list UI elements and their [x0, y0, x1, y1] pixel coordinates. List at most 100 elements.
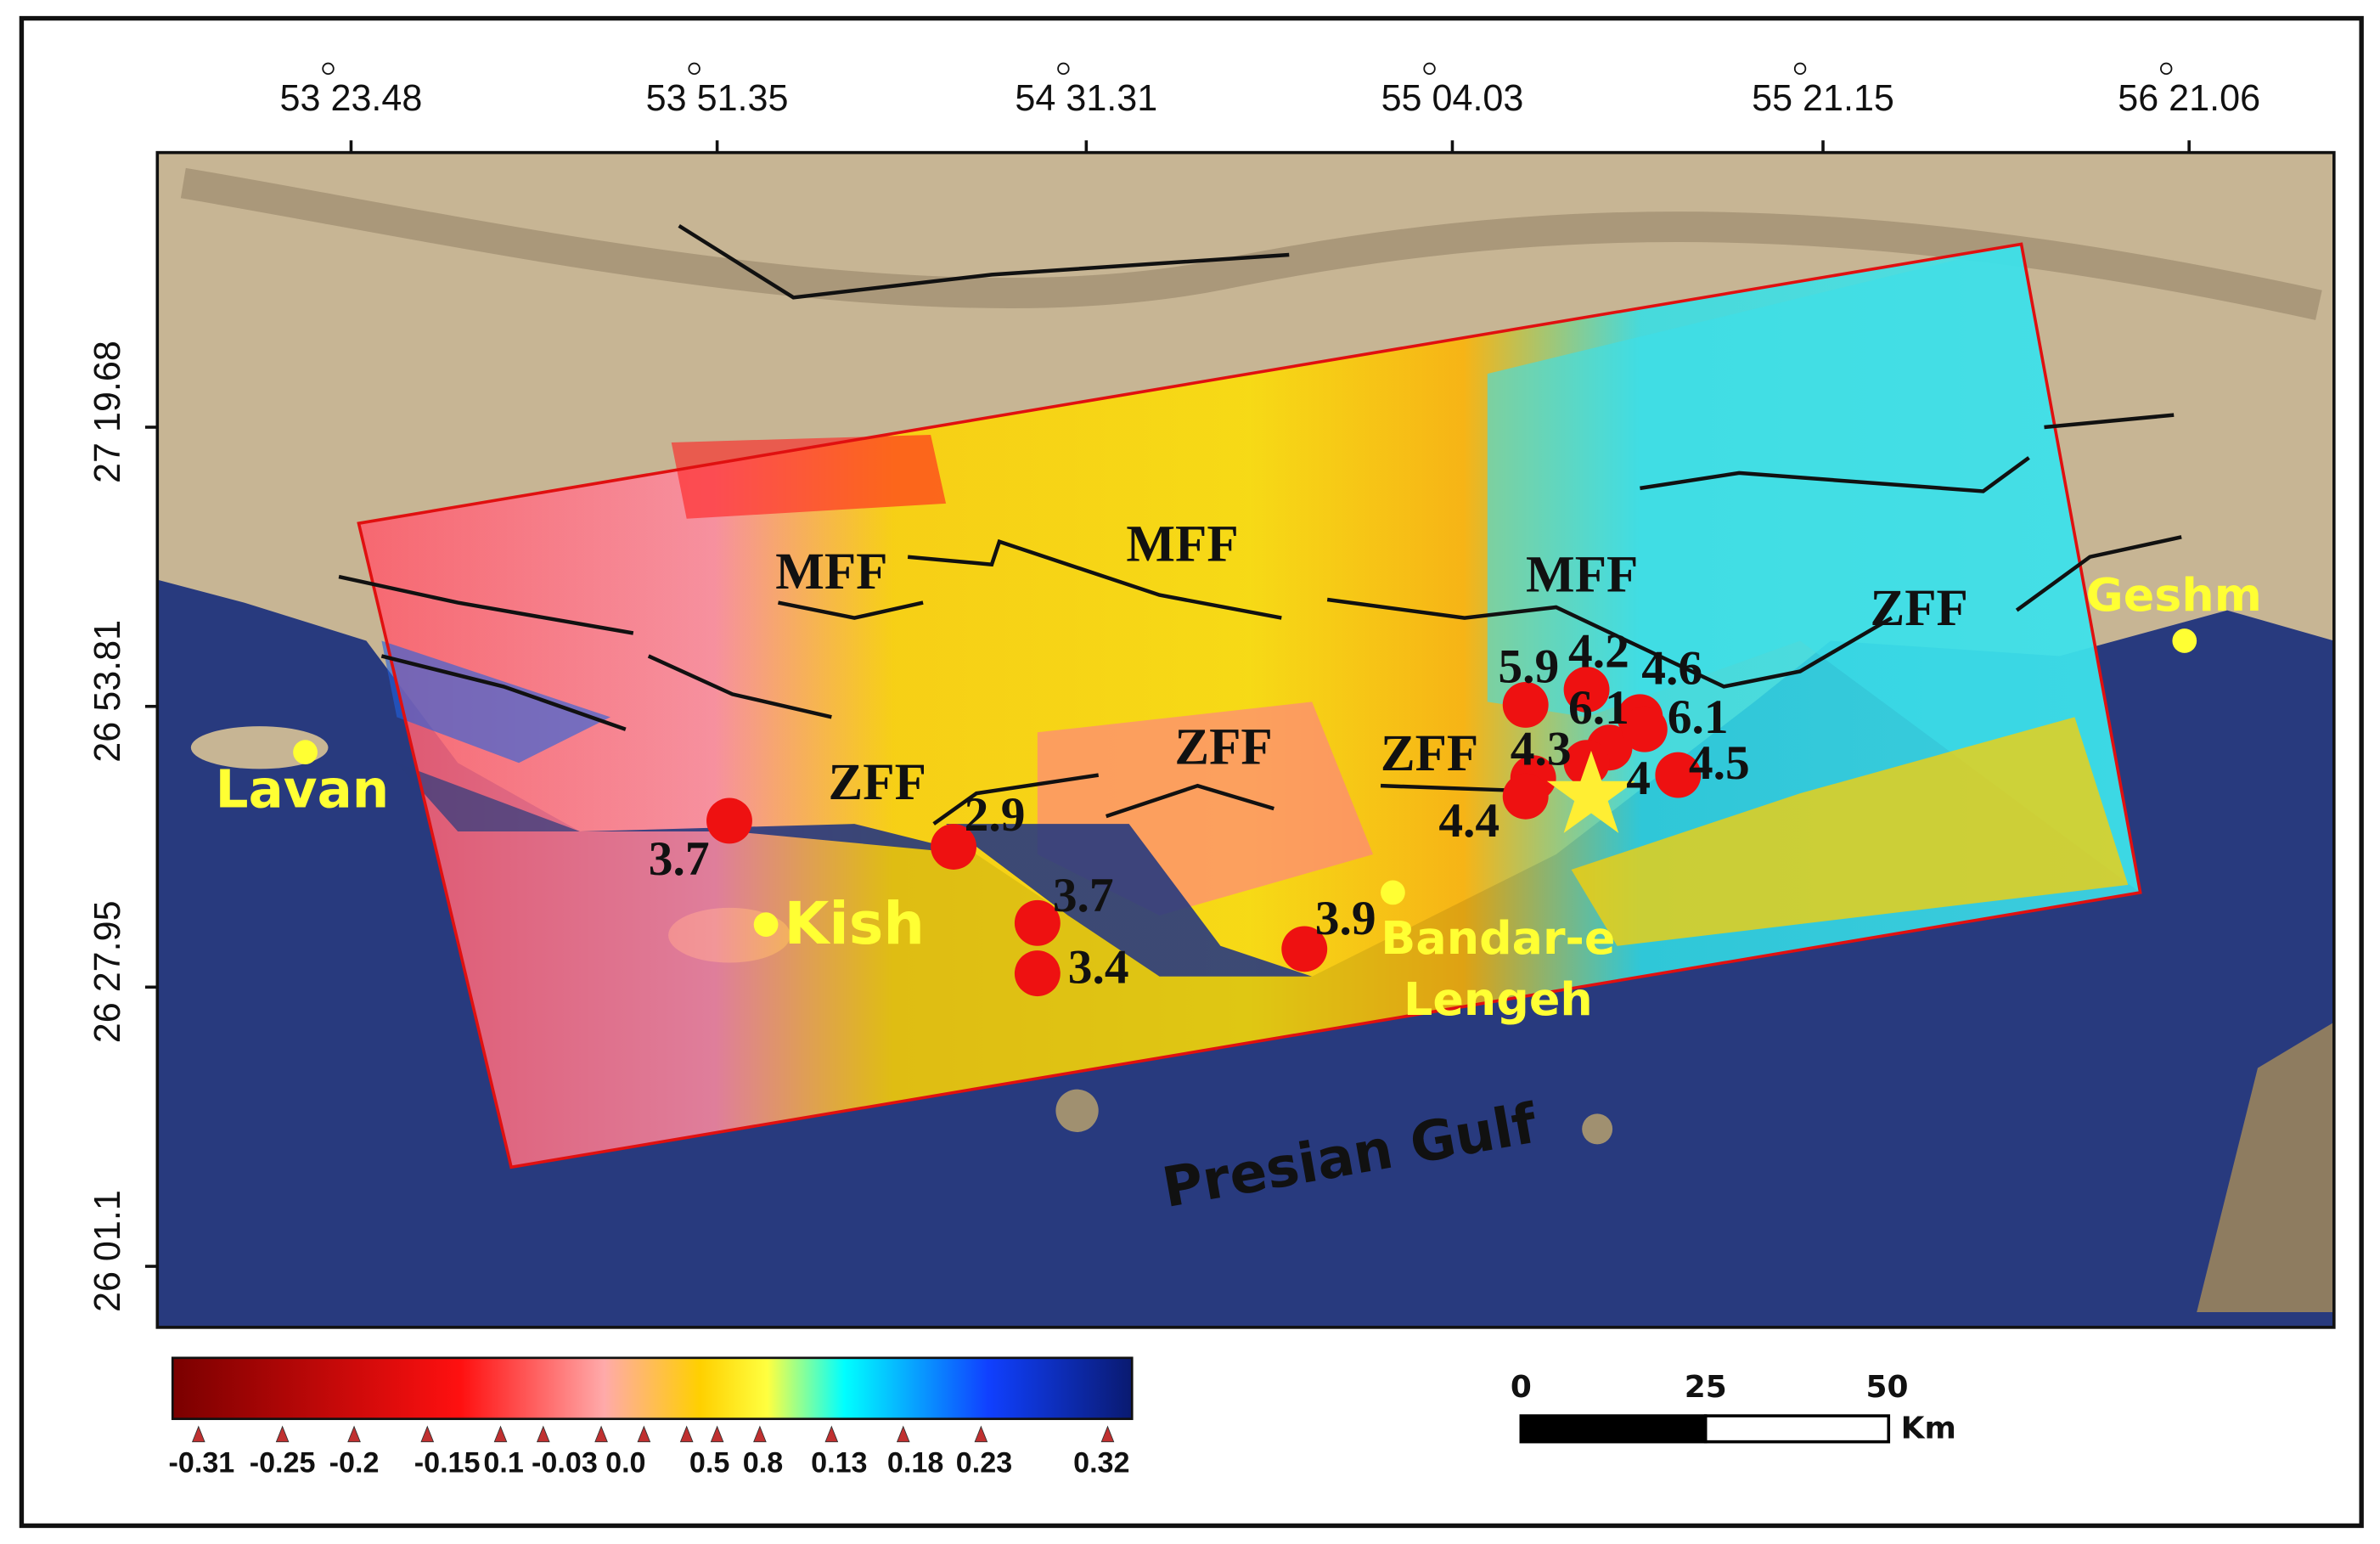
- fault-line: [2015, 535, 2182, 612]
- earthquake: [1655, 752, 1702, 798]
- magnitude-label: 4.5: [1689, 736, 1750, 790]
- earthquake: [1563, 667, 1610, 713]
- epicenter-star: [1546, 750, 1636, 833]
- colorbar-label: -0.03: [532, 1447, 598, 1479]
- degree-mark: [322, 62, 335, 76]
- island: [190, 726, 329, 769]
- land: [2197, 1022, 2334, 1312]
- degree-mark: [688, 62, 700, 76]
- colorbar-marker: [974, 1425, 988, 1443]
- magnitude-label: 4.2: [1568, 625, 1629, 679]
- colorbar-label: -0.31: [169, 1447, 235, 1479]
- scale-bar-black: [1519, 1414, 1708, 1444]
- magnitude-label: 2.9: [965, 788, 1026, 842]
- colorbar-marker: [637, 1425, 651, 1443]
- colorbar-label: 0.0: [605, 1447, 645, 1479]
- colorbar-marker: [710, 1425, 724, 1443]
- fault-label: ZFF: [1381, 725, 1478, 782]
- lon-label: 55 04.03: [1381, 78, 1524, 119]
- colorbar-label: 0.18: [887, 1447, 943, 1479]
- lat-label: 26 01.1: [87, 1190, 128, 1312]
- colorbar-marker: [679, 1425, 694, 1443]
- colorbar-label: -0.25: [250, 1447, 316, 1479]
- colorbar-marker: [1100, 1425, 1115, 1443]
- lat-label: 26 53.81: [87, 620, 128, 763]
- colorbar-marker: [275, 1425, 290, 1443]
- magnitude-label: 6.1: [1668, 690, 1729, 744]
- colorbar-label: 0.13: [811, 1447, 867, 1479]
- colorbar-label: -0.2: [329, 1447, 380, 1479]
- fault-line: [1640, 456, 2030, 493]
- sea: [579, 824, 1313, 977]
- insar-overlay: [1571, 717, 2129, 946]
- insar-overlay: [671, 434, 947, 519]
- place-dot: [2172, 628, 2197, 653]
- fault-label: ZFF: [1871, 580, 1968, 637]
- colorbar-marker: [191, 1425, 205, 1443]
- colorbar-marker: [594, 1425, 608, 1443]
- fault-label: MFF: [1126, 516, 1238, 573]
- earthquake: [1502, 773, 1549, 820]
- degree-mark: [1423, 62, 1436, 76]
- magnitude-label: 3.9: [1315, 892, 1376, 945]
- colorbar-label: 0.5: [689, 1447, 729, 1479]
- colorbar-marker: [536, 1425, 550, 1443]
- lon-label: 56 21.06: [2118, 78, 2260, 119]
- earthquake: [1014, 950, 1061, 997]
- earthquake: [1502, 682, 1549, 728]
- place-dot: [1381, 880, 1405, 905]
- fault-label: ZFF: [1174, 719, 1272, 776]
- colorbar: [171, 1356, 1134, 1421]
- degree-mark: [1793, 62, 1807, 76]
- lat-label: 27 19.68: [87, 341, 128, 483]
- fault-label: MFF: [775, 544, 887, 600]
- fault-line: [778, 600, 924, 620]
- degree-mark: [2160, 62, 2173, 76]
- magnitude-label: 4: [1626, 752, 1651, 805]
- magnitude-label: 4.4: [1438, 794, 1499, 848]
- place-label: Lavan: [216, 760, 390, 820]
- magnitude-label: 5.9: [1498, 640, 1559, 694]
- scale-label: 0: [1511, 1370, 1532, 1405]
- place-dot: [293, 740, 318, 765]
- earthquake: [1014, 899, 1061, 946]
- fault-line: [338, 574, 634, 635]
- place-label: Kish: [785, 891, 926, 958]
- colorbar-marker: [347, 1425, 361, 1443]
- scale-label: 25: [1685, 1370, 1727, 1405]
- colorbar-marker: [420, 1425, 435, 1443]
- magnitude-label: 4.3: [1511, 723, 1572, 776]
- lon-label: 53 23.48: [280, 78, 423, 119]
- scale-bar-white: [1703, 1414, 1891, 1444]
- island: [1582, 1113, 1613, 1145]
- earthquake: [931, 824, 976, 870]
- fault-line: [678, 223, 1290, 300]
- colorbar-marker: [753, 1425, 767, 1443]
- island: [1055, 1089, 1099, 1132]
- faults: [338, 223, 2182, 826]
- lon-label: 53 51.35: [646, 78, 789, 119]
- fault-line: [907, 538, 1282, 620]
- place-label: Bandar-e: [1381, 911, 1615, 965]
- colorbar-label: 0.23: [956, 1447, 1012, 1479]
- place-label: Lengeh: [1404, 972, 1593, 1026]
- fault-line: [1380, 783, 1511, 792]
- insar-overlay: [1487, 244, 2141, 893]
- fault-label: ZFF: [829, 754, 926, 811]
- ridge: [180, 167, 2322, 320]
- colorbar-marker: [896, 1425, 910, 1443]
- earthquake: [1281, 926, 1328, 972]
- colorbar-label: 0.1: [483, 1447, 523, 1479]
- place-label: Geshm: [2086, 568, 2262, 622]
- fault-line: [647, 654, 832, 719]
- lon-label: 55 21.15: [1752, 78, 1894, 119]
- scale-label: 50: [1865, 1370, 1908, 1405]
- colorbar-marker: [493, 1425, 508, 1443]
- magnitude-label: 3.7: [1053, 869, 1114, 922]
- insar-footprint: [357, 242, 2142, 1169]
- magnitude-label: 3.4: [1068, 941, 1129, 995]
- colorbar-marker: [824, 1425, 839, 1443]
- colorbar-label: -0.15: [414, 1447, 481, 1479]
